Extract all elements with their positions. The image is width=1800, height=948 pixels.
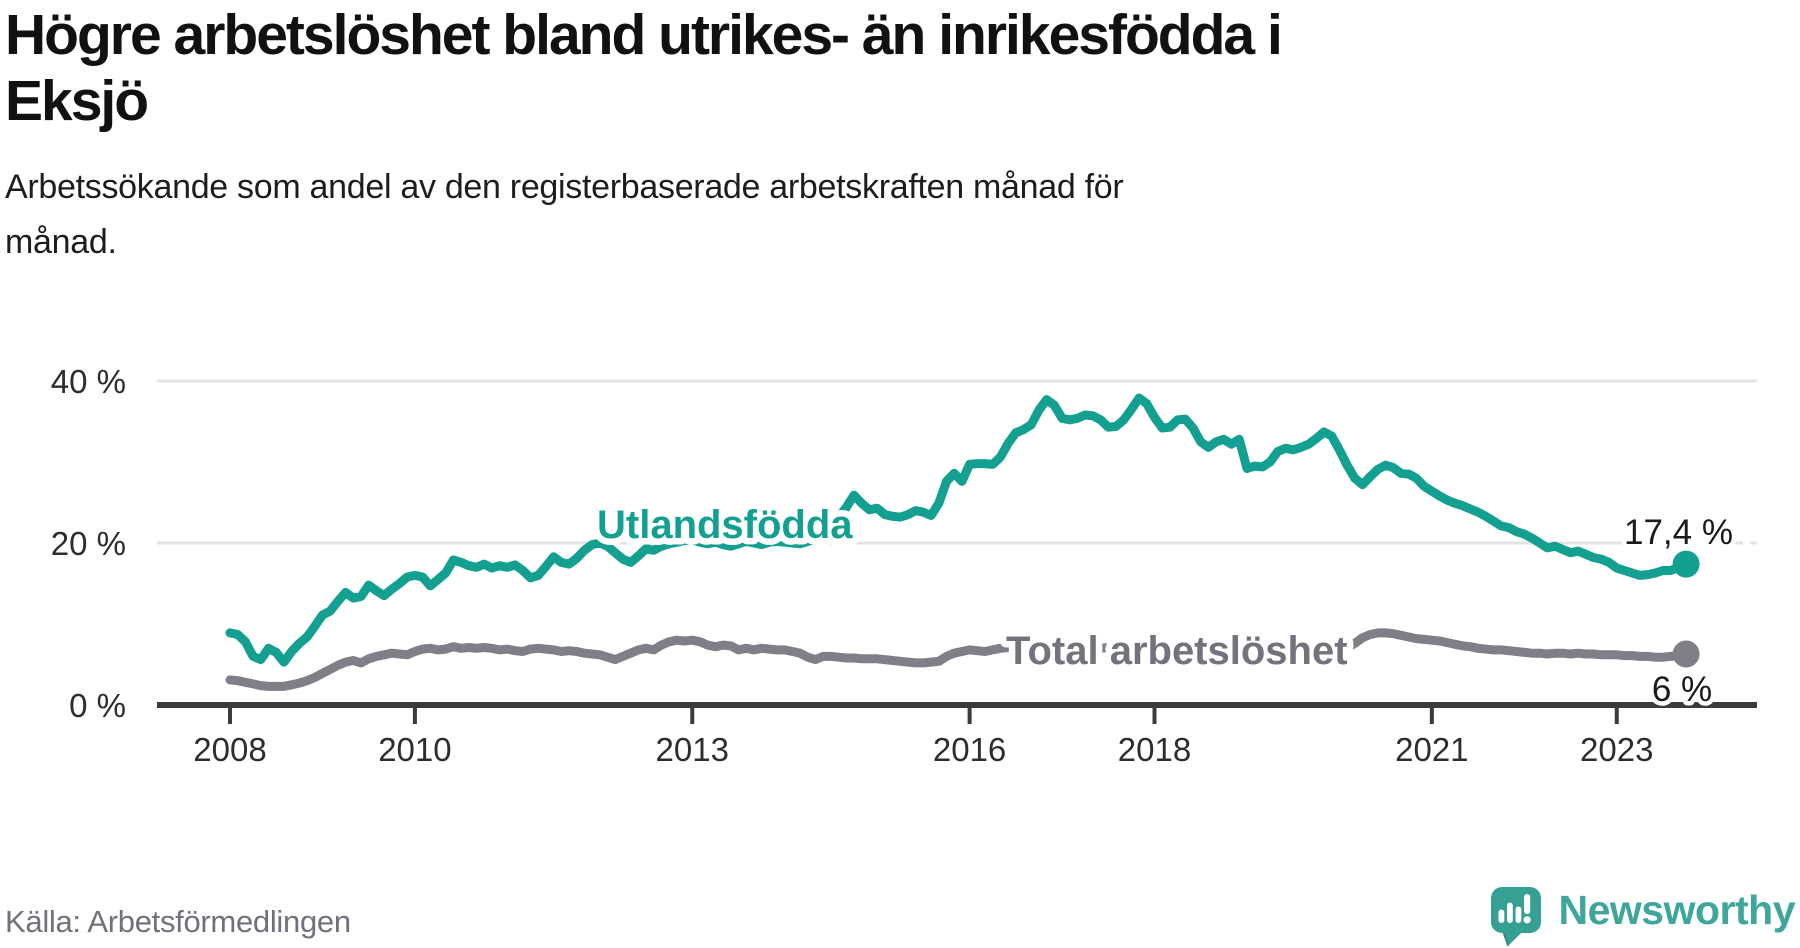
x-tick-label-2021: 2021 <box>1395 731 1468 768</box>
x-tick-label-2016: 2016 <box>933 731 1006 768</box>
series-label-1: Total arbetslöshet <box>1006 629 1348 673</box>
chart-title: Högre arbetslöshet bland utrikes- än inr… <box>5 2 1585 134</box>
chart-title-line2: Eksjö <box>5 69 149 133</box>
newsworthy-wordmark: Newsworthy <box>1558 886 1796 933</box>
end-value-label-0: 17,4 % <box>1624 513 1733 552</box>
series-end-value-labels: 17,4 % 6 % <box>1620 509 1738 714</box>
chart-subtitle: Arbetssökande som andel av den registerb… <box>5 160 1585 270</box>
x-axis <box>157 702 1757 724</box>
source-note: Källa: Arbetsförmedlingen <box>5 904 351 939</box>
y-axis-labels: 0 % 20 % 40 % <box>51 363 126 724</box>
end-dot-0 <box>1672 550 1700 578</box>
series-labels: Utlandsfödda Total arbetslöshet <box>591 497 1355 680</box>
series-line-1 <box>225 628 1691 691</box>
chart-subtitle-line2: månad. <box>5 223 117 261</box>
y-tick-label-40: 40 % <box>51 363 126 400</box>
newsworthy-logo: Newsworthy <box>1490 886 1796 948</box>
series-label-0: Utlandsfödda <box>597 503 853 547</box>
x-tick-label-2013: 2013 <box>656 731 729 768</box>
header: Högre arbetslöshet bland utrikes- än inr… <box>5 2 1585 270</box>
gridlines <box>157 379 1757 545</box>
y-tick-label-20: 20 % <box>51 525 126 562</box>
chart-title-line1: Högre arbetslöshet bland utrikes- än inr… <box>5 3 1283 67</box>
end-dot-1 <box>1672 640 1700 668</box>
x-tick-label-2010: 2010 <box>378 731 451 768</box>
x-tick-label-2023: 2023 <box>1580 731 1653 768</box>
x-tick-label-2018: 2018 <box>1118 731 1191 768</box>
series-line-0 <box>225 393 1691 667</box>
x-tick-label-2008: 2008 <box>193 731 266 768</box>
x-axis-labels: 2008 2010 2013 2016 2018 2021 2023 <box>193 731 1653 768</box>
y-tick-label-0: 0 % <box>69 687 126 724</box>
series-end-dots <box>1672 550 1700 668</box>
newsworthy-bubble-chart-icon <box>1490 887 1541 947</box>
chart-subtitle-line1: Arbetssökande som andel av den registerb… <box>5 168 1124 206</box>
end-value-label-1: 6 % <box>1652 670 1712 709</box>
series-lines <box>225 393 1691 691</box>
